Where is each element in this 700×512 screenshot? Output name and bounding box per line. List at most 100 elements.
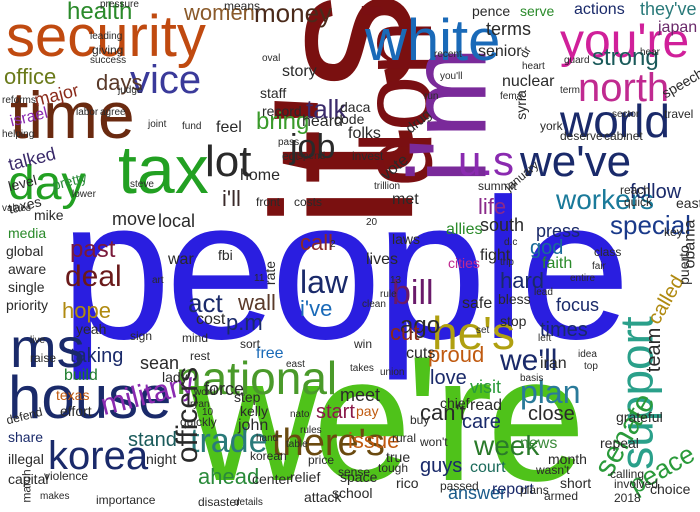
word: steve	[130, 179, 154, 190]
word: costs	[294, 195, 323, 209]
word: passed	[440, 479, 479, 493]
word: run	[424, 91, 439, 102]
word: job	[290, 128, 336, 166]
word: east	[676, 195, 700, 211]
word: sign	[130, 329, 153, 343]
word: edt	[282, 149, 299, 163]
word: rule	[380, 289, 397, 300]
word: union	[380, 367, 405, 378]
word: quickly	[180, 415, 217, 429]
word: choice	[650, 481, 691, 497]
word: judge	[118, 85, 143, 96]
word: true	[386, 449, 411, 465]
word: giving	[92, 43, 124, 57]
word: deserve	[560, 129, 603, 143]
word: there's	[272, 422, 385, 464]
word: world	[560, 95, 670, 147]
word: week	[474, 430, 540, 461]
word: iran	[540, 355, 567, 372]
word: repeal	[600, 435, 639, 451]
word: life	[478, 194, 507, 219]
word: national	[176, 352, 338, 404]
word: home	[240, 167, 281, 184]
word: lady	[162, 369, 188, 385]
word: terms	[486, 19, 531, 39]
word: set	[476, 325, 490, 336]
word: local	[158, 211, 196, 231]
word: takes	[350, 363, 374, 374]
word: 13	[390, 275, 402, 286]
word: term	[560, 85, 580, 96]
word: force	[204, 379, 245, 399]
word: deal	[65, 260, 122, 293]
word: news	[520, 435, 558, 452]
word: meet	[340, 385, 381, 405]
word: summit	[478, 179, 517, 193]
word: close	[528, 403, 575, 425]
word: bring	[256, 108, 310, 135]
word: plan	[520, 374, 581, 410]
word: aware	[8, 261, 47, 277]
word: office	[4, 64, 57, 89]
word: trillion	[374, 181, 401, 192]
word: fight	[480, 247, 511, 264]
word: pressure	[100, 0, 139, 10]
word: involved	[614, 477, 659, 491]
word: laws	[392, 231, 421, 247]
word: rico	[396, 475, 419, 491]
word: joint	[148, 119, 167, 130]
word: center	[252, 471, 291, 487]
word: plans	[520, 483, 549, 497]
word: yeah	[76, 321, 107, 337]
word: build	[64, 367, 98, 384]
word: ms	[10, 316, 85, 379]
word: oval	[262, 53, 281, 64]
word: security	[6, 4, 206, 69]
word: invest	[352, 149, 384, 163]
word: labor	[76, 107, 99, 118]
word: single	[8, 279, 45, 295]
word: school	[332, 485, 373, 501]
word: p.m	[226, 310, 263, 335]
word: 10	[202, 407, 214, 418]
word: buy	[410, 413, 430, 427]
word: talk	[306, 94, 347, 124]
word: kelly	[240, 403, 269, 419]
word: reach	[620, 183, 651, 197]
word: ago	[400, 312, 441, 339]
word: march	[19, 469, 34, 503]
word: win	[354, 337, 373, 351]
word: heart	[522, 61, 545, 72]
word: nato	[290, 409, 310, 420]
word: law	[300, 264, 349, 300]
word: pass	[278, 137, 300, 148]
word: serve	[520, 3, 555, 19]
word: japan	[658, 19, 698, 36]
word: can't	[420, 400, 466, 425]
word: price	[308, 453, 335, 467]
word: leading	[90, 31, 123, 42]
word: you'll	[440, 71, 463, 82]
word: idea	[578, 349, 597, 360]
word: cities	[448, 255, 480, 271]
word: rural	[392, 431, 417, 445]
word: actions	[574, 1, 625, 18]
word: start	[316, 401, 355, 423]
word: fema	[500, 91, 523, 102]
word: senior	[478, 43, 522, 60]
word: white	[365, 8, 501, 73]
word: feel	[216, 119, 242, 136]
word: hope	[62, 298, 111, 323]
word: quick	[624, 195, 653, 209]
word: calling	[610, 467, 645, 481]
word: nuclear	[502, 73, 555, 90]
word: god	[530, 237, 564, 259]
word: women	[184, 0, 255, 25]
word: 2	[330, 239, 336, 250]
word: priority	[6, 297, 49, 313]
word: agree	[100, 107, 126, 118]
word: stop	[500, 313, 527, 329]
word: illegal	[8, 451, 44, 467]
word: rest	[190, 349, 211, 363]
word: stand	[128, 429, 177, 451]
